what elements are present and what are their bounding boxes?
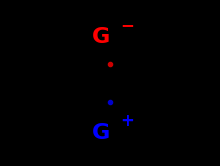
- Text: +: +: [121, 112, 135, 130]
- Text: −: −: [121, 16, 135, 34]
- Text: G: G: [92, 123, 110, 143]
- Text: G: G: [92, 27, 110, 46]
